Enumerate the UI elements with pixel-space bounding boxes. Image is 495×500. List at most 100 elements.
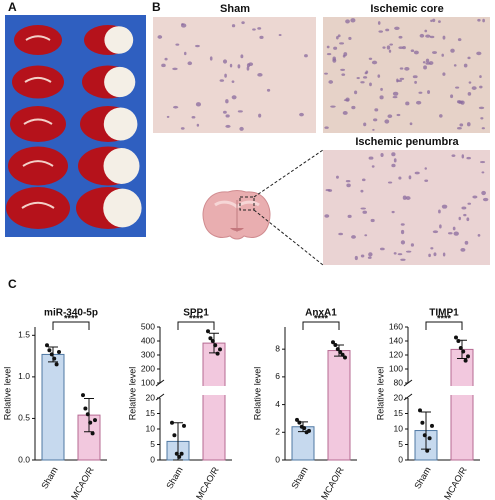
data-point: [331, 340, 335, 345]
nucleus: [450, 94, 454, 99]
nucleus: [326, 45, 330, 49]
nucleus: [180, 127, 185, 130]
nucleus: [460, 247, 466, 252]
nucleus: [424, 29, 428, 33]
nucleus: [224, 73, 227, 78]
nucleus: [384, 119, 390, 124]
nucleus: [368, 252, 373, 257]
nucleus: [380, 87, 383, 91]
y-tick-label: 10: [394, 423, 404, 433]
nucleus: [222, 110, 227, 114]
nucleus: [423, 65, 427, 70]
nucleus: [408, 175, 412, 180]
x-tick-label: MCAO/R: [442, 465, 469, 500]
data-point: [456, 339, 461, 343]
nucleus: [339, 42, 345, 45]
nucleus: [367, 256, 372, 259]
data-point: [88, 420, 93, 425]
nucleus: [430, 19, 433, 23]
nucleus: [402, 45, 406, 50]
nucleus: [392, 95, 398, 99]
y-axis-label: Relative level: [375, 367, 385, 421]
nucleus: [364, 71, 368, 75]
slice: [6, 187, 70, 229]
slice: [14, 25, 62, 55]
data-point: [170, 420, 174, 425]
slice: [8, 146, 68, 186]
nucleus: [422, 61, 426, 64]
y-tick-label: 160: [389, 321, 403, 331]
nucleus: [181, 23, 184, 26]
nucleus: [399, 67, 404, 70]
nucleus: [441, 204, 448, 209]
nucleus: [432, 230, 439, 234]
nucleus: [304, 54, 308, 58]
nucleus: [360, 189, 364, 193]
y-tick-label: 5: [398, 439, 403, 449]
nucleus: [239, 126, 244, 131]
nucleus: [477, 234, 481, 237]
axis-break: [155, 393, 165, 401]
y-tick-label: 6: [275, 371, 280, 381]
panel-label: A: [8, 0, 17, 14]
nucleus: [225, 99, 229, 104]
nucleus: [404, 66, 410, 71]
nucleus: [354, 90, 358, 95]
y-tick-label: 0: [150, 454, 155, 464]
x-tick-label: MCAO/R: [194, 465, 221, 500]
significance-bracket: [52, 321, 90, 330]
nucleus: [414, 171, 420, 175]
chart-title: miR-340-5p: [44, 308, 98, 319]
y-tick-label: 300: [141, 349, 155, 359]
y-tick-label: 120: [389, 349, 403, 359]
nucleus: [371, 165, 375, 168]
nucleus: [360, 81, 365, 84]
nucleus: [237, 110, 243, 113]
nucleus: [343, 52, 348, 57]
axis-break: [403, 379, 413, 387]
nucleus: [257, 27, 262, 30]
nucleus: [324, 126, 329, 129]
sham-image: [153, 17, 316, 133]
nucleus: [457, 38, 462, 42]
data-point: [340, 352, 345, 357]
nucleus: [480, 160, 486, 164]
nucleus: [373, 118, 378, 122]
nucleus: [184, 51, 187, 56]
nucleus: [466, 122, 471, 127]
y-tick-label: 20: [394, 392, 404, 402]
y-axis-label: Relative level: [127, 367, 137, 421]
data-point: [427, 436, 432, 441]
nucleus: [438, 20, 441, 23]
nucleus: [482, 18, 485, 23]
nucleus: [340, 68, 346, 71]
bar-break: [450, 386, 474, 395]
nucleus: [466, 156, 471, 160]
data-point: [93, 418, 97, 423]
nucleus: [398, 35, 403, 39]
nucleus: [360, 207, 367, 210]
nucleus: [325, 189, 331, 192]
nucleus: [324, 72, 328, 75]
data-point: [430, 423, 434, 428]
x-tick-label: Sham: [412, 465, 432, 490]
nucleus: [360, 254, 365, 258]
nucleus: [354, 255, 358, 261]
nucleus: [219, 79, 225, 82]
data-point: [302, 426, 307, 431]
y-tick-label: 15: [146, 408, 156, 418]
nucleus: [368, 156, 374, 160]
nucleus: [187, 61, 193, 66]
y-tick-label: 400: [141, 335, 155, 345]
data-point: [47, 348, 52, 353]
nucleus: [350, 18, 356, 23]
nucleus: [172, 67, 178, 71]
nucleus: [347, 214, 352, 219]
data-point: [466, 354, 470, 359]
nucleus: [396, 113, 401, 117]
y-axis-label: Relative level: [2, 367, 12, 421]
nucleus: [332, 56, 336, 61]
nucleus: [468, 81, 472, 84]
y-tick-label: 0.5: [18, 413, 30, 423]
